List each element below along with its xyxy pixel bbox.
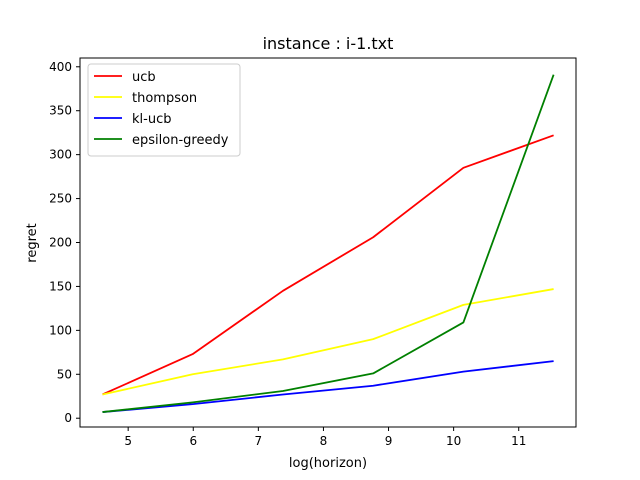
y-tick-label: 50 xyxy=(57,367,72,381)
y-tick-label: 350 xyxy=(49,104,72,118)
x-tick-label: 6 xyxy=(189,434,197,448)
y-tick-label: 200 xyxy=(49,236,72,250)
series-line-epsilon-greedy xyxy=(102,74,555,413)
y-axis-label: regret xyxy=(25,223,40,262)
x-tick-label: 8 xyxy=(320,434,328,448)
ticks: 5 6 7 8 9 10 11 0 50 100 150 200 250 300 350 400 xyxy=(49,60,526,448)
y-tick-label: 250 xyxy=(49,192,72,206)
y-tick-label: 400 xyxy=(49,60,72,74)
x-tick-label: 11 xyxy=(511,434,526,448)
y-tick-label: 100 xyxy=(49,323,72,337)
chart-title: instance : i-1.txt xyxy=(263,34,394,53)
legend: ucb thompson kl-ucb epsilon-greedy xyxy=(87,63,241,157)
x-axis-label: log(horizon) xyxy=(289,456,367,471)
y-tick-label: 150 xyxy=(49,279,72,293)
series-line-thompson xyxy=(102,288,554,396)
legend-label-thompson: thompson xyxy=(132,91,197,106)
x-tick-label: 7 xyxy=(255,434,263,448)
legend-label-ucb: ucb xyxy=(132,70,156,85)
series-line-kl-ucb xyxy=(102,360,554,413)
x-tick-label: 5 xyxy=(124,434,132,448)
legend-label-kl-ucb: kl-ucb xyxy=(132,112,171,127)
legend-label-epsilon-greedy: epsilon-greedy xyxy=(132,133,229,148)
legend-box xyxy=(87,63,241,157)
plot-frame xyxy=(79,57,577,428)
y-tick-label: 300 xyxy=(49,148,72,162)
x-tick-label: 10 xyxy=(446,434,461,448)
series-line-ucb xyxy=(102,134,554,396)
y-tick-label: 0 xyxy=(64,411,72,425)
series-lines xyxy=(102,74,555,413)
x-tick-label: 9 xyxy=(385,434,393,448)
